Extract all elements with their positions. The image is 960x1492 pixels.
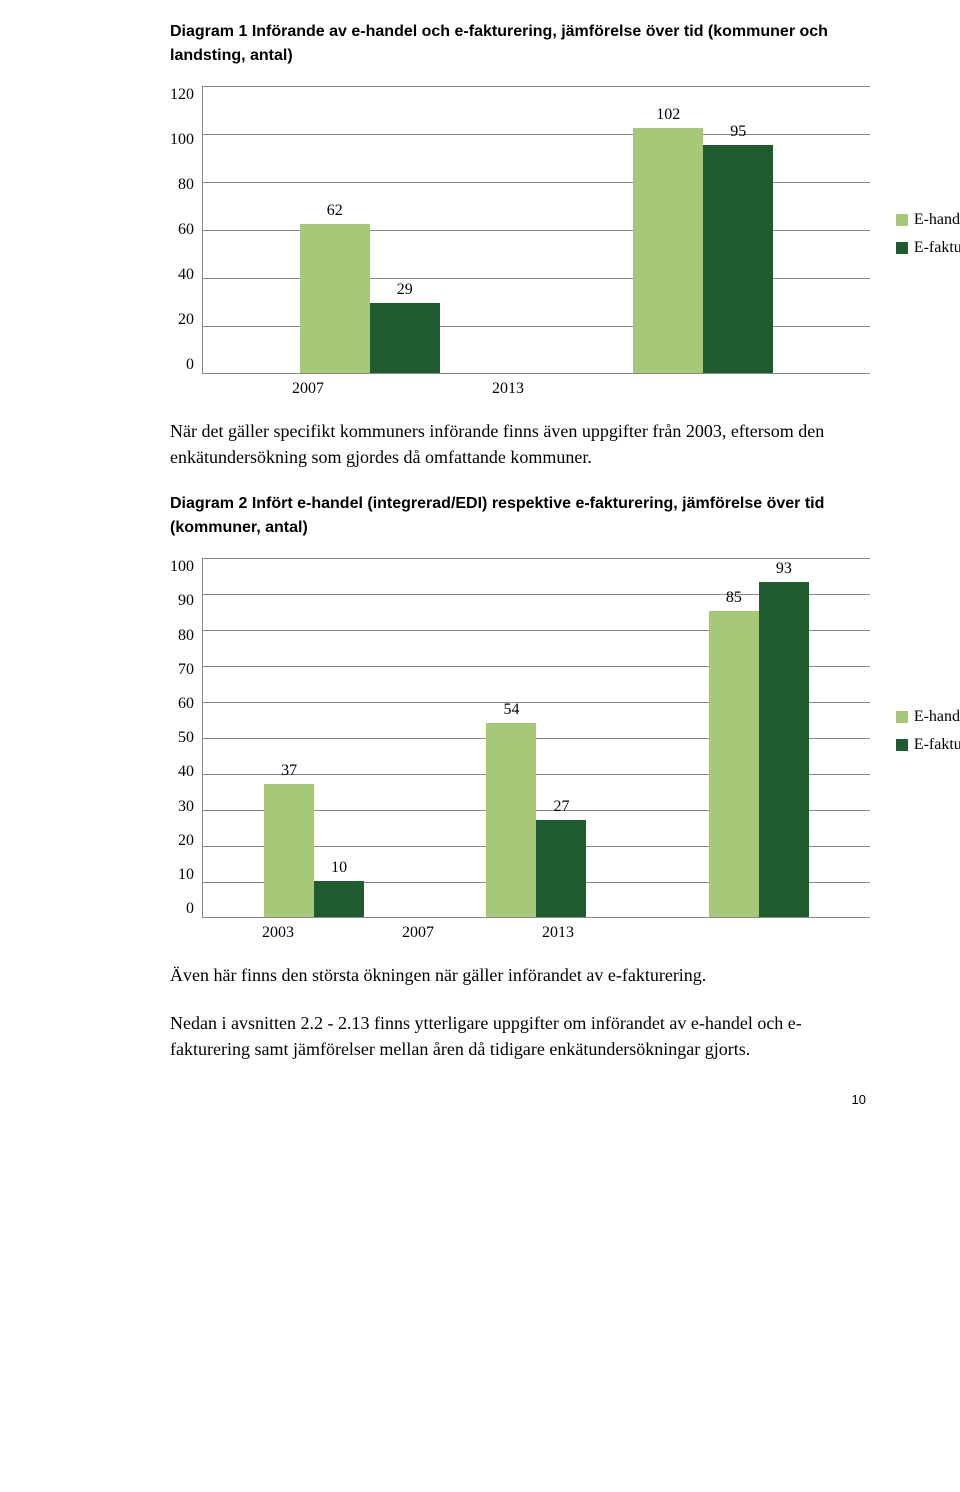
diagram2-legend: E-handel E-fakturering [896,708,960,754]
bar-group: 8593 [709,582,809,917]
bar: 54 [486,723,536,917]
legend-label: E-handel [914,211,960,229]
bar-group: 3710 [264,784,364,917]
bar-value-label: 54 [503,701,519,719]
bar-value-label: 102 [656,106,680,124]
legend-label: E-handel [914,708,960,726]
ytick-label: 60 [178,695,194,713]
diagram1-legend: E-handel E-fakturering [896,211,960,257]
legend-swatch [896,242,908,254]
paragraph-2: Även här finns den största ökningen när … [170,962,870,988]
legend-label: E-fakturering [914,736,960,754]
ytick-label: 0 [186,356,194,374]
bar-value-label: 10 [331,859,347,877]
ytick-label: 20 [178,311,194,329]
diagram2-title: Diagram 2 Infört e-handel (integrerad/ED… [170,492,870,540]
bar: 27 [536,820,586,917]
bar-value-label: 29 [397,281,413,299]
xtick-label: 2013 [408,380,608,398]
bar: 93 [759,582,809,917]
diagram1-title: Diagram 1 Införande av e-handel och e-fa… [170,20,870,68]
bar-value-label: 37 [281,762,297,780]
xtick-label: 2003 [208,924,348,942]
diagram2-chart: 1009080706050403020100 371054278593 E-ha… [170,558,870,942]
xtick-label: 2007 [348,924,488,942]
bar: 37 [264,784,314,917]
ytick-label: 70 [178,661,194,679]
ytick-label: 60 [178,221,194,239]
legend-item: E-fakturering [896,239,960,257]
ytick-label: 100 [170,131,194,149]
legend-swatch [896,214,908,226]
bar-group: 6229 [300,224,440,373]
diagram2-plot: 371054278593 [202,558,870,918]
ytick-label: 50 [178,729,194,747]
bar-value-label: 85 [726,589,742,607]
paragraph-1: När det gäller specifikt kommuners inför… [170,418,870,470]
diagram1-chart: 120100806040200 622910295 E-handelE-fakt… [170,86,870,398]
bar: 62 [300,224,370,373]
ytick-label: 10 [178,866,194,884]
diagram1-xlabels: 20072013 [208,380,608,398]
ytick-label: 90 [178,592,194,610]
legend-item: E-fakturering [896,736,960,754]
bar-value-label: 27 [553,798,569,816]
legend-swatch [896,739,908,751]
bar: 95 [703,145,773,373]
paragraph-3: Nedan i avsnitten 2.2 - 2.13 finns ytter… [170,1010,870,1062]
ytick-label: 20 [178,832,194,850]
ytick-label: 80 [178,627,194,645]
bar-value-label: 95 [730,123,746,141]
bar-group: 5427 [486,723,586,917]
ytick-label: 40 [178,763,194,781]
ytick-label: 30 [178,798,194,816]
legend-item: E-handel [896,708,960,726]
ytick-label: 80 [178,176,194,194]
ytick-label: 100 [170,558,194,576]
diagram1-yaxis: 120 100 80 60 40 20 0 [170,86,202,374]
bar-group: 10295 [633,128,773,373]
bar: 29 [370,303,440,373]
diagram2-xlabels: 200320072013 [208,924,628,942]
bar: 85 [709,611,759,917]
ytick-label: 40 [178,266,194,284]
ytick-label: 120 [170,86,194,104]
bar: 102 [633,128,703,373]
diagram1-plot: 622910295 [202,86,870,374]
xtick-label: 2007 [208,380,408,398]
diagram2-yaxis: 1009080706050403020100 [170,558,202,918]
legend-swatch [896,711,908,723]
legend-label: E-fakturering [914,239,960,257]
bar: 10 [314,881,364,917]
legend-item: E-handel [896,211,960,229]
page-number: 10 [170,1092,870,1107]
xtick-label: 2013 [488,924,628,942]
bar-value-label: 62 [327,202,343,220]
ytick-label: 0 [186,900,194,918]
bar-value-label: 93 [776,560,792,578]
